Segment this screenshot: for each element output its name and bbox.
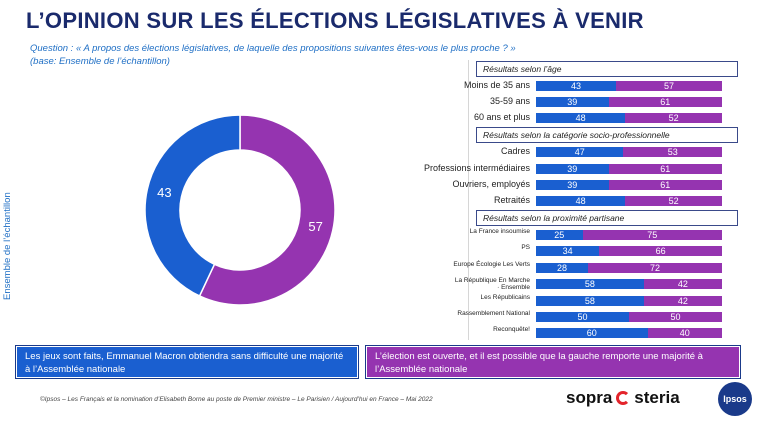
row-label: Professions intermédiaires [423, 163, 530, 173]
stacked-bar: 25 75 [536, 230, 722, 240]
section-header-party: Résultats selon la proximité partisane [476, 210, 738, 226]
stacked-bar: 58 42 [536, 296, 722, 306]
row-label: 35-59 ans [489, 96, 530, 106]
party-logo: PS [521, 244, 530, 251]
bar-segment-jeux-faits: 47 [536, 147, 624, 157]
bar-segment-election-ouverte: 50 [629, 312, 722, 322]
legend-box-right: L’élection est ouverte, et il est possib… [365, 345, 741, 379]
stacked-bar: 48 52 [536, 196, 722, 206]
bar-segment-election-ouverte: 75 [582, 230, 722, 240]
stacked-bar: 50 50 [536, 312, 722, 322]
question-base: (base: Ensemble de l’échantillon) [30, 56, 170, 67]
bar-segment-jeux-faits: 39 [536, 164, 609, 174]
ipsos-logo: Ipsos [718, 382, 752, 416]
legend-box-left: Les jeux sont faits, Emmanuel Macron obt… [15, 345, 359, 379]
stacked-bar: 39 61 [536, 97, 722, 107]
row-label: Moins de 35 ans [463, 80, 530, 90]
donut-slice-election-ouverte [198, 114, 336, 306]
bar-segment-jeux-faits: 60 [536, 328, 648, 338]
donut-value-label: 43 [157, 185, 171, 200]
bar-segment-jeux-faits: 28 [536, 263, 589, 273]
question-text: Question : « A propos des élections légi… [30, 42, 516, 68]
section-header-age: Résultats selon l’âge [476, 61, 738, 77]
stacked-bar: 43 57 [536, 81, 722, 91]
bar-segment-election-ouverte: 53 [623, 147, 722, 157]
stacked-bar: 28 72 [536, 263, 722, 273]
bar-segment-election-ouverte: 40 [647, 328, 722, 338]
bar-segment-election-ouverte: 61 [608, 164, 722, 174]
steria-wordmark: steria [634, 388, 680, 407]
row-label: Ouvriers, employés [452, 179, 530, 189]
row-label: Cadres [500, 146, 530, 156]
bar-segment-election-ouverte: 57 [615, 81, 722, 91]
stacked-bar: 39 61 [536, 164, 722, 174]
row-label: 60 ans et plus [473, 112, 530, 122]
stacked-bar: 47 53 [536, 147, 722, 157]
side-label: Ensemble de l’échantillon [2, 190, 16, 300]
party-logo: Les Républicains [480, 294, 530, 301]
bar-segment-jeux-faits: 58 [536, 279, 644, 289]
footer-source: ©Ipsos – Les Français et la nomination d… [40, 396, 433, 403]
bar-segment-election-ouverte: 72 [588, 263, 722, 273]
bar-segment-election-ouverte: 61 [608, 180, 722, 190]
swirl-icon [616, 391, 631, 405]
bar-segment-election-ouverte: 66 [599, 246, 722, 256]
party-logo: La République En Marche · Ensemble [454, 277, 530, 291]
sopra-wordmark: sopra [566, 388, 613, 407]
bar-segment-jeux-faits: 48 [536, 113, 626, 123]
stacked-bar: 39 61 [536, 180, 722, 190]
party-logo: Europe Écologie Les Verts [453, 261, 530, 268]
bar-segment-jeux-faits: 25 [536, 230, 583, 240]
bar-segment-election-ouverte: 52 [625, 113, 722, 123]
question-line: Question : « A propos des élections légi… [30, 43, 516, 54]
bar-segment-jeux-faits: 43 [536, 81, 616, 91]
bar-segment-jeux-faits: 39 [536, 180, 609, 190]
party-logo: Rassemblement National [457, 310, 530, 317]
section-header-csp: Résultats selon la catégorie socio-profe… [476, 127, 738, 143]
stacked-bar: 48 52 [536, 113, 722, 123]
bar-segment-election-ouverte: 61 [608, 97, 722, 107]
stacked-bar: 58 42 [536, 279, 722, 289]
bar-segment-election-ouverte: 42 [643, 296, 722, 306]
bar-segment-jeux-faits: 58 [536, 296, 644, 306]
sopra-steria-logo: sopra steria [566, 388, 680, 408]
divider [468, 60, 469, 340]
bar-segment-election-ouverte: 52 [625, 196, 722, 206]
side-label-text: Ensemble de l’échantillon [2, 192, 13, 300]
bar-segment-jeux-faits: 48 [536, 196, 626, 206]
donut-value-label: 57 [308, 219, 322, 234]
stacked-bar: 34 66 [536, 246, 722, 256]
row-label: Retraités [493, 195, 530, 205]
stacked-bar: 60 40 [536, 328, 722, 338]
bar-segment-election-ouverte: 42 [643, 279, 722, 289]
party-logo: Reconquête! [493, 326, 530, 333]
party-logo: La France insoumise [469, 228, 530, 235]
bar-segment-jeux-faits: 50 [536, 312, 629, 322]
donut-chart: 57 43 [144, 114, 336, 306]
bar-segment-jeux-faits: 34 [536, 246, 600, 256]
bar-segment-jeux-faits: 39 [536, 97, 609, 107]
page-title: L’OPINION SUR LES ÉLECTIONS LÉGISLATIVES… [26, 8, 644, 33]
donut-slice-jeux-faits [144, 114, 241, 297]
